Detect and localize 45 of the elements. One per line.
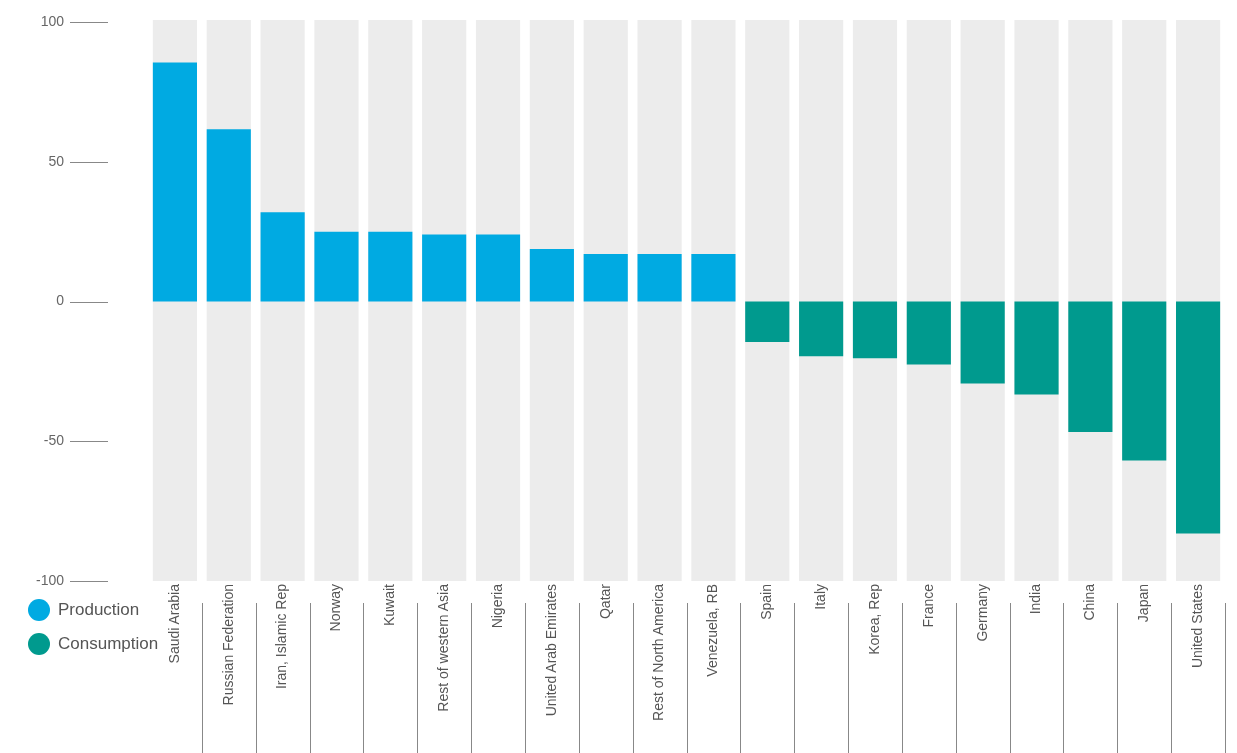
x-tick-label: Nigeria: [488, 583, 505, 629]
x-tick-label: Spain: [758, 584, 775, 620]
x-tick-label: Rest of North America: [650, 583, 667, 721]
x-tick-label: Norway: [327, 584, 344, 632]
x-tick-label: Qatar: [596, 583, 613, 620]
legend-label: Consumption: [58, 634, 159, 654]
x-tick-label: Iran, Islamic Rep: [273, 583, 290, 690]
bar: [637, 253, 682, 302]
bar: [475, 234, 521, 302]
legend-label: Production: [58, 600, 140, 620]
bar: [368, 231, 413, 302]
bar: [852, 301, 898, 359]
x-tick-label: United States: [1188, 584, 1205, 669]
bar: [314, 231, 359, 302]
bar: [745, 301, 790, 343]
y-tick-label: 0: [56, 292, 65, 309]
x-tick-label: Japan: [1135, 584, 1152, 623]
y-tick-label: -100: [35, 571, 65, 588]
bar: [960, 301, 1005, 384]
x-tick-label: Rest of western Asia: [435, 583, 452, 712]
bar: [691, 253, 736, 302]
y-tick-label: 100: [40, 12, 65, 29]
x-tick-label: Venezuela, RB: [704, 584, 721, 677]
bar: [422, 234, 467, 302]
x-tick-label: France: [919, 583, 936, 628]
x-tick-label: Kuwait: [381, 583, 398, 627]
bar: [260, 212, 305, 302]
bar: [906, 301, 951, 365]
x-tick-label: Russian Federation: [219, 584, 236, 706]
bar: [1014, 301, 1059, 395]
bar: [529, 248, 574, 302]
x-tick-label: China: [1081, 583, 1098, 621]
x-tick-label: United Arab Emirates: [542, 584, 559, 717]
x-tick-label: India: [1027, 583, 1044, 615]
bar: [1122, 301, 1167, 461]
bar: [583, 253, 628, 302]
x-tick-label: Korea, Rep: [865, 583, 882, 655]
bar: [206, 129, 251, 302]
y-tick-label: -50: [43, 432, 65, 449]
x-tick-label: Italy: [811, 584, 828, 610]
bar: [1068, 301, 1113, 433]
x-tick-label: Saudi Arabia: [165, 583, 182, 664]
bar: [799, 301, 844, 357]
y-tick-label: 50: [48, 152, 65, 169]
x-tick-label: Germany: [973, 584, 990, 642]
